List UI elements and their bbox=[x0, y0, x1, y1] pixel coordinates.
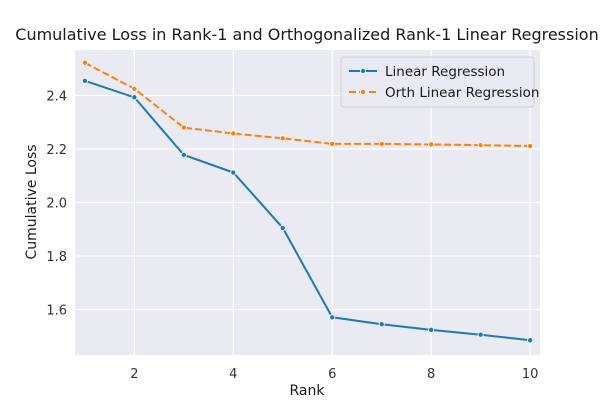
legend-entry: Linear Regression bbox=[385, 64, 505, 80]
data-point bbox=[131, 94, 138, 101]
y-tick-label: 2.0 bbox=[46, 197, 67, 212]
x-tick-labels: 2 4 6 8 10 bbox=[130, 367, 538, 382]
data-point bbox=[230, 169, 237, 176]
data-point bbox=[378, 321, 385, 328]
series-line-1 bbox=[84, 79, 531, 342]
data-point bbox=[428, 141, 435, 148]
chart-title: Cumulative Loss in Rank-1 and Orthogonal… bbox=[15, 25, 598, 44]
y-tick-label: 1.8 bbox=[46, 250, 67, 265]
series-line-2 bbox=[84, 61, 531, 147]
data-point bbox=[279, 224, 286, 231]
series-lines bbox=[81, 59, 534, 344]
y-tick-label: 2.2 bbox=[46, 143, 67, 158]
x-tick-label: 2 bbox=[130, 367, 138, 382]
data-point bbox=[131, 85, 138, 92]
x-axis-label: Rank bbox=[290, 383, 326, 399]
x-tick-label: 8 bbox=[427, 367, 435, 382]
legend: Linear Regression Orth Linear Regression bbox=[340, 56, 539, 108]
y-tick-label: 2.4 bbox=[46, 89, 67, 104]
data-point bbox=[180, 151, 187, 158]
data-point bbox=[230, 130, 237, 137]
legend-marker bbox=[359, 89, 366, 96]
x-tick-label: 4 bbox=[229, 367, 237, 382]
data-point bbox=[81, 59, 88, 66]
y-tick-label: 1.6 bbox=[46, 304, 67, 319]
legend-box bbox=[340, 56, 535, 108]
data-point bbox=[428, 326, 435, 333]
legend-entry: Orth Linear Regression bbox=[385, 85, 539, 101]
data-point bbox=[180, 124, 187, 131]
x-tick-label: 10 bbox=[522, 367, 539, 382]
y-axis-label: Cumulative Loss bbox=[24, 144, 40, 259]
data-point bbox=[329, 140, 336, 147]
data-point bbox=[81, 77, 88, 84]
data-point bbox=[477, 331, 484, 338]
data-point bbox=[527, 337, 534, 344]
legend-marker bbox=[359, 68, 366, 75]
data-point bbox=[329, 314, 336, 321]
y-tick-labels: 1.6 1.8 2.0 2.2 2.4 bbox=[46, 89, 67, 318]
data-point bbox=[378, 140, 385, 147]
data-point bbox=[477, 142, 484, 149]
data-point bbox=[279, 135, 286, 142]
data-point bbox=[527, 143, 534, 150]
x-tick-label: 6 bbox=[328, 367, 336, 382]
